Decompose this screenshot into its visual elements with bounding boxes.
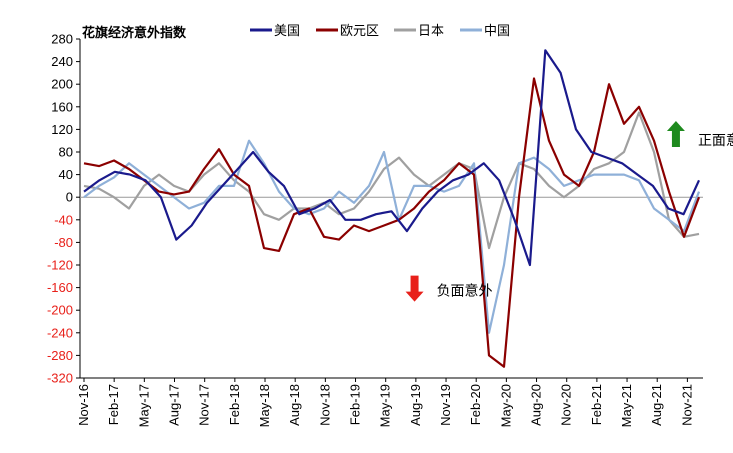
- legend-label: 日本: [418, 24, 444, 39]
- x-tick-label: Aug-20: [529, 384, 544, 426]
- series-line: [83, 49, 701, 267]
- annotation-label: 负面意外: [437, 283, 493, 300]
- legend-label: 欧元区: [340, 24, 379, 39]
- legend-label: 中国: [484, 24, 510, 39]
- x-tick-label: Nov-18: [317, 384, 332, 426]
- legend-label: 美国: [274, 24, 300, 39]
- y-tick-label: 280: [51, 32, 73, 47]
- y-tick-label: 200: [51, 77, 73, 92]
- y-tick-label: 0: [66, 190, 73, 205]
- x-tick-label: May-17: [136, 384, 151, 427]
- x-axis: Nov-16 Feb-17 May-17 Aug-17 Nov-17 Feb-18 May-…: [76, 377, 703, 427]
- y-tick-label: -320: [47, 371, 73, 386]
- x-tick-label: Aug-17: [167, 384, 182, 426]
- x-tick-label: Nov-17: [197, 384, 212, 426]
- x-tick-label: May-19: [378, 384, 393, 427]
- x-tick-label: Aug-19: [408, 384, 423, 426]
- y-tick-label: -200: [47, 303, 73, 318]
- y-tick-label: -160: [47, 280, 73, 295]
- series-line: [83, 77, 701, 368]
- x-tick-label: Aug-18: [287, 384, 302, 426]
- annotations: 正面意外负面意外: [405, 121, 733, 302]
- series-line: [83, 139, 701, 334]
- y-tick-label: -80: [54, 235, 73, 250]
- y-tick-label: -40: [54, 212, 73, 227]
- chart-title: 花旗经济意外指数: [82, 25, 187, 41]
- legend: 美国 欧元区 日本 中国: [250, 24, 510, 39]
- x-tick-label: May-18: [257, 384, 272, 427]
- series-line: [83, 111, 700, 250]
- x-tick-label: Feb-21: [589, 384, 604, 425]
- x-tick-label: May-21: [619, 384, 634, 427]
- y-tick-label: 40: [59, 167, 73, 182]
- annotation-label: 正面意外: [698, 132, 733, 149]
- x-tick-label: Feb-20: [468, 384, 483, 425]
- arrow-up-icon: [666, 121, 685, 148]
- x-tick-label: Nov-16: [76, 384, 91, 426]
- x-tick-label: Feb-18: [227, 384, 242, 425]
- y-tick-label: -120: [47, 258, 73, 273]
- y-tick-label: 240: [51, 54, 73, 69]
- y-axis: 280 240 200 160 120 80 40 0 -40 -80 -120 -160 -200 -2…: [47, 32, 81, 386]
- y-tick-label: 80: [59, 145, 73, 160]
- x-tick-label: May-20: [498, 384, 513, 427]
- x-tick-label: Aug-21: [649, 384, 664, 426]
- arrow-down-icon: [405, 275, 424, 302]
- y-tick-label: 120: [51, 122, 73, 137]
- x-tick-label: Nov-21: [679, 384, 694, 426]
- series-layer: [83, 49, 701, 368]
- y-tick-label: -240: [47, 325, 73, 340]
- y-tick-label: 160: [51, 99, 73, 114]
- x-tick-label: Nov-19: [438, 384, 453, 426]
- y-tick-label: -280: [47, 348, 73, 363]
- x-tick-label: Feb-19: [348, 384, 363, 425]
- x-tick-label: Feb-17: [106, 384, 121, 425]
- x-tick-label: Nov-20: [559, 384, 574, 426]
